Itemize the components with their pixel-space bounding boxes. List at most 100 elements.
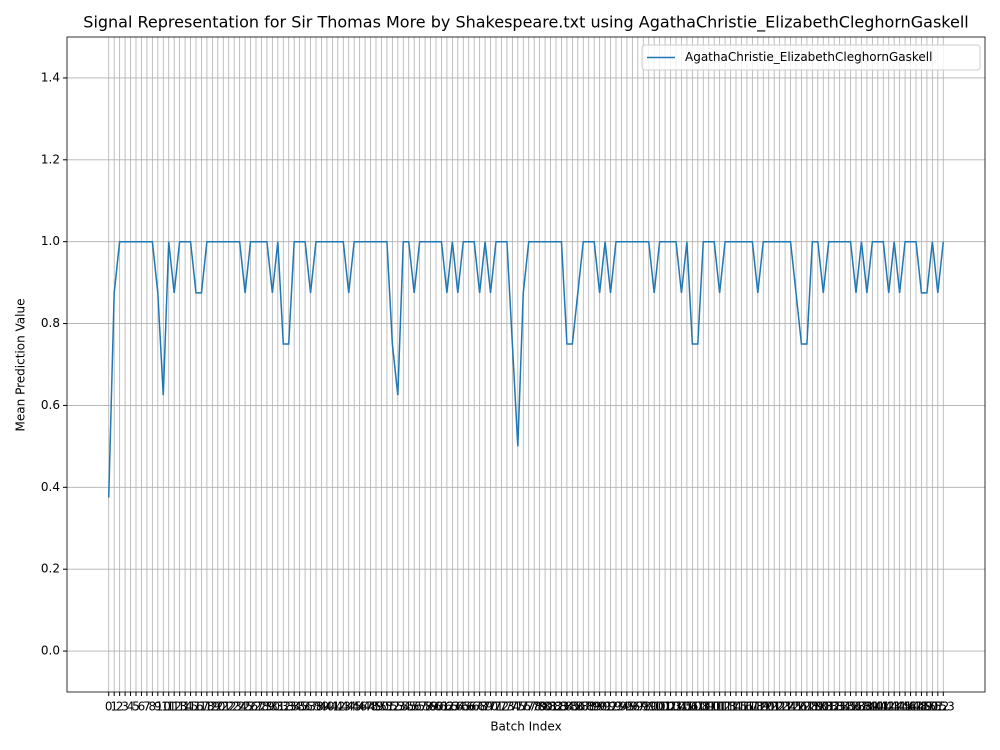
x-tick-label: 69 bbox=[477, 700, 492, 714]
x-tick-label: 79 bbox=[532, 700, 547, 714]
x-tick-label: 117 bbox=[735, 700, 758, 714]
x-tick-label: 88 bbox=[581, 700, 596, 714]
x-tick-label: 147 bbox=[899, 700, 922, 714]
x-tick-label: 118 bbox=[741, 700, 764, 714]
x-tick-label: 63 bbox=[445, 700, 460, 714]
x-tick-label: 97 bbox=[630, 700, 645, 714]
chart-title: Signal Representation for Sir Thomas Mor… bbox=[83, 13, 968, 33]
x-tick-label: 91 bbox=[597, 700, 612, 714]
x-tick-label: 13 bbox=[172, 700, 187, 714]
x-tick-label: 59 bbox=[423, 700, 438, 714]
x-tick-label: 34 bbox=[287, 700, 302, 714]
x-tick-label: 98 bbox=[636, 700, 651, 714]
x-tick-label: 78 bbox=[527, 700, 542, 714]
x-tick-label: 9 bbox=[154, 700, 162, 714]
x-tick-label: 148 bbox=[905, 700, 928, 714]
legend-label: AgathaChristie_ElizabethCleghornGaskell bbox=[685, 50, 932, 64]
x-tick-label: 10 bbox=[156, 700, 171, 714]
x-tick-label: 76 bbox=[516, 700, 531, 714]
x-tick-label: 84 bbox=[559, 700, 574, 714]
x-tick-label: 31 bbox=[270, 700, 285, 714]
x-tick-label: 3 bbox=[121, 700, 129, 714]
x-tick-label: 43 bbox=[336, 700, 351, 714]
x-tick-label: 52 bbox=[385, 700, 400, 714]
x-tick-label: 11 bbox=[161, 700, 176, 714]
x-tick-label: 123 bbox=[768, 700, 791, 714]
x-tick-label: 108 bbox=[686, 700, 709, 714]
x-tick-label: 107 bbox=[681, 700, 704, 714]
x-tick-label: 131 bbox=[812, 700, 835, 714]
x-tick-label: 146 bbox=[894, 700, 917, 714]
x-tick-label: 64 bbox=[450, 700, 465, 714]
x-tick-label: 61 bbox=[434, 700, 449, 714]
x-tick-label: 103 bbox=[659, 700, 682, 714]
x-tick-label: 111 bbox=[703, 700, 726, 714]
x-tick-label: 53 bbox=[390, 700, 405, 714]
x-tick-label: 36 bbox=[297, 700, 312, 714]
x-tick-label: 133 bbox=[823, 700, 846, 714]
x-tick-label: 62 bbox=[439, 700, 454, 714]
x-tick-label: 86 bbox=[570, 700, 585, 714]
x-tick-label: 8 bbox=[149, 700, 157, 714]
x-tick-label: 96 bbox=[625, 700, 640, 714]
x-tick-label: 102 bbox=[654, 700, 677, 714]
x-tick-label: 51 bbox=[379, 700, 394, 714]
x-tick-label: 85 bbox=[565, 700, 580, 714]
x-tick-label: 137 bbox=[845, 700, 868, 714]
x-tick-label: 2 bbox=[116, 700, 124, 714]
x-tick-label: 45 bbox=[347, 700, 362, 714]
data-line bbox=[107, 240, 945, 498]
y-tick-label: 0.6 bbox=[41, 398, 60, 412]
x-tick-label: 72 bbox=[494, 700, 509, 714]
x-tick-label: 22 bbox=[221, 700, 236, 714]
x-tick-label: 0 bbox=[105, 700, 113, 714]
x-tick-label: 141 bbox=[866, 700, 889, 714]
x-tick-label: 60 bbox=[428, 700, 443, 714]
x-tick-label: 94 bbox=[614, 700, 629, 714]
x-tick-label: 16 bbox=[188, 700, 203, 714]
x-tick-label: 121 bbox=[757, 700, 780, 714]
x-axis-label: Batch Index bbox=[490, 720, 561, 734]
x-tick-label: 93 bbox=[608, 700, 623, 714]
x-tick-label: 4 bbox=[127, 700, 135, 714]
x-tick-label: 37 bbox=[303, 700, 318, 714]
x-tick-label: 120 bbox=[752, 700, 775, 714]
x-tick-label: 68 bbox=[472, 700, 487, 714]
x-tick-label: 149 bbox=[910, 700, 933, 714]
x-tick-label: 129 bbox=[801, 700, 824, 714]
x-tick-label: 132 bbox=[817, 700, 840, 714]
x-tick-label: 125 bbox=[779, 700, 802, 714]
x-tick-label: 49 bbox=[368, 700, 383, 714]
x-tick-label: 127 bbox=[790, 700, 813, 714]
x-tick-label: 30 bbox=[265, 700, 280, 714]
x-tick-label: 150 bbox=[915, 700, 938, 714]
x-tick-label: 58 bbox=[417, 700, 432, 714]
x-tick-label: 116 bbox=[730, 700, 753, 714]
x-tick-label: 124 bbox=[774, 700, 797, 714]
x-tick-label: 126 bbox=[785, 700, 808, 714]
x-tick-label: 50 bbox=[374, 700, 389, 714]
x-tick-label: 39 bbox=[314, 700, 329, 714]
x-tick-label: 42 bbox=[330, 700, 345, 714]
x-tick-label: 143 bbox=[877, 700, 900, 714]
x-tick-label: 21 bbox=[216, 700, 231, 714]
x-tick-label: 55 bbox=[401, 700, 416, 714]
x-tick-label: 80 bbox=[537, 700, 552, 714]
x-tick-label: 114 bbox=[719, 700, 742, 714]
x-tick-label: 70 bbox=[483, 700, 498, 714]
x-tick-label: 139 bbox=[855, 700, 878, 714]
x-tick-label: 44 bbox=[341, 700, 356, 714]
x-tick-label: 81 bbox=[543, 700, 558, 714]
x-tick-label: 152 bbox=[926, 700, 949, 714]
x-tick-label: 38 bbox=[308, 700, 323, 714]
x-tick-label: 77 bbox=[521, 700, 536, 714]
y-tick-label: 0.4 bbox=[41, 480, 60, 494]
x-tick-label: 115 bbox=[725, 700, 748, 714]
x-tick-label: 136 bbox=[839, 700, 862, 714]
x-tick-label: 153 bbox=[932, 700, 955, 714]
x-tick-label: 19 bbox=[205, 700, 220, 714]
y-axis-label: Mean Prediction Value bbox=[14, 299, 28, 432]
x-tick-label: 29 bbox=[259, 700, 274, 714]
x-tick-label: 140 bbox=[861, 700, 884, 714]
